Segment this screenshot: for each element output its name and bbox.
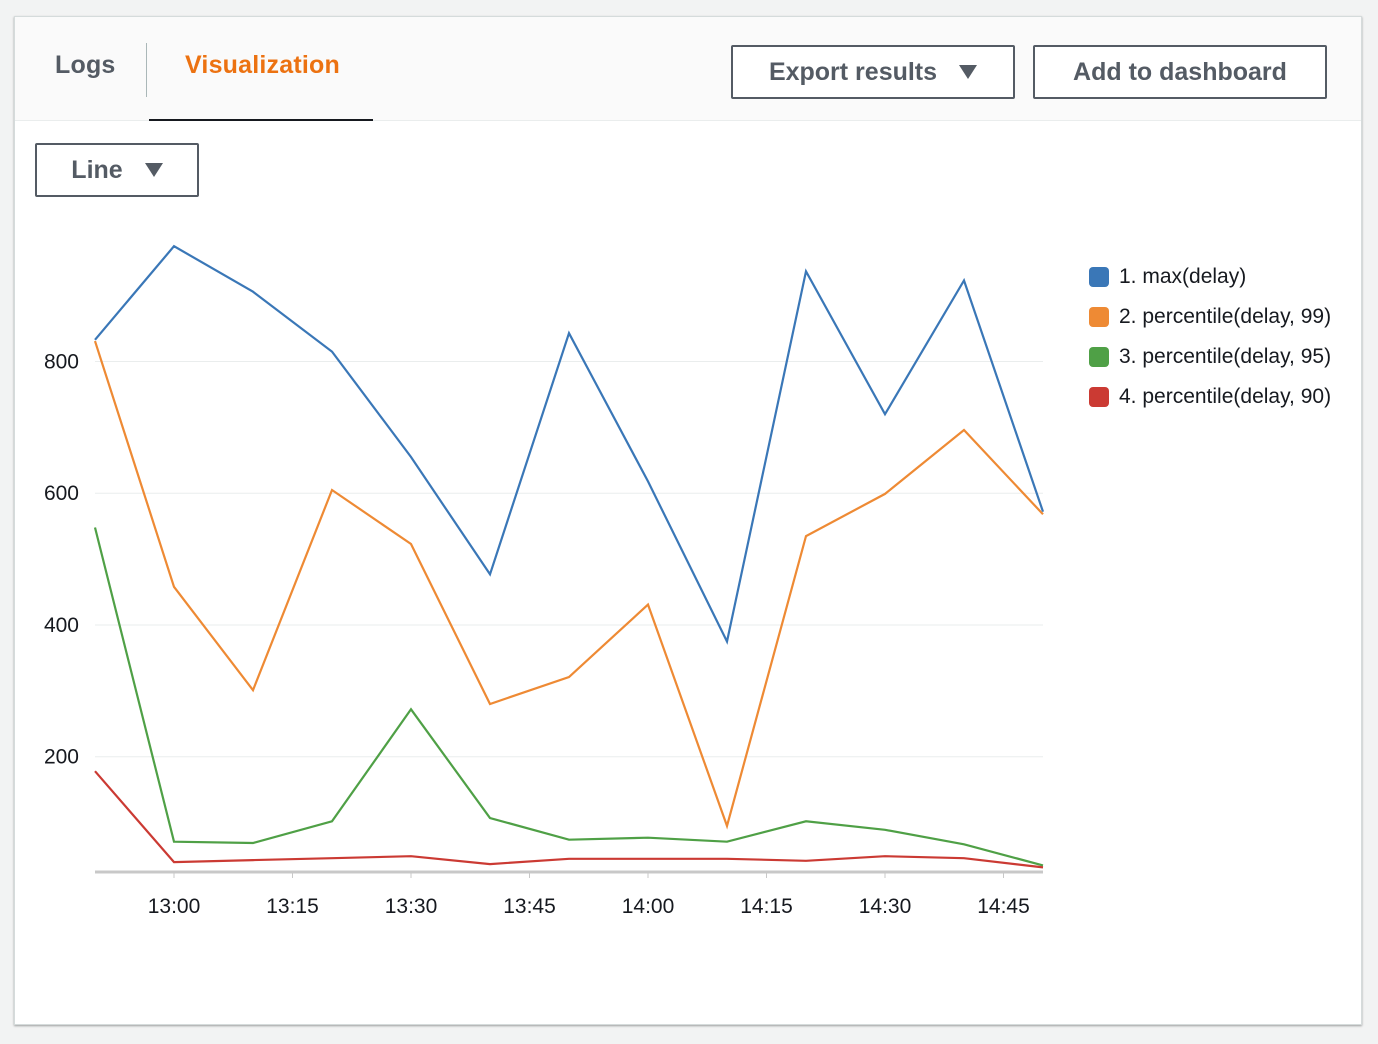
series-line-2 <box>93 340 1044 830</box>
legend-swatch <box>1089 347 1109 367</box>
x-tick-label: 13:30 <box>385 895 438 918</box>
legend-item[interactable]: 4. percentile(delay, 90) <box>1089 377 1331 417</box>
caret-down-icon <box>959 65 978 79</box>
y-tick-label: 600 <box>44 482 79 505</box>
tab-visualization[interactable]: Visualization <box>185 51 340 79</box>
export-results-label: Export results <box>768 57 938 86</box>
y-tick-label: 400 <box>44 614 79 637</box>
legend-swatch <box>1089 267 1109 287</box>
legend-item[interactable]: 2. percentile(delay, 99) <box>1089 297 1331 337</box>
y-tick-label: 800 <box>44 351 79 374</box>
caret-down-icon <box>144 163 163 177</box>
x-tick-label: 14:15 <box>740 895 793 918</box>
legend-label: 1. max(delay) <box>1119 265 1247 288</box>
legend-label: 2. percentile(delay, 99) <box>1119 305 1332 328</box>
chart-axes: 200 400 600 800 13:00 13:15 13:30 13:45 14:00 14:… <box>44 351 1043 918</box>
series-line-3 <box>93 527 1044 867</box>
chart-series <box>93 244 1045 869</box>
y-tick-label: 200 <box>44 746 79 769</box>
x-tick-label: 14:00 <box>622 895 675 918</box>
series-line-1 <box>94 244 1045 645</box>
legend-label: 4. percentile(delay, 90) <box>1119 385 1332 408</box>
x-tick-label: 13:45 <box>503 895 556 918</box>
x-tick-label: 14:45 <box>977 895 1030 918</box>
add-to-dashboard-button[interactable]: Add to dashboard <box>1033 45 1327 99</box>
legend-swatch <box>1089 307 1109 327</box>
legend-item[interactable]: 1. max(delay) <box>1089 257 1331 297</box>
chart-type-label: Line <box>71 155 123 184</box>
x-tick-label: 13:00 <box>148 895 201 918</box>
legend-swatch <box>1089 387 1109 407</box>
series-line-4 <box>94 770 1044 869</box>
x-tick-label: 13:15 <box>266 895 319 918</box>
chart-legend: 1. max(delay) 2. percentile(delay, 99) 3. … <box>1089 257 1331 417</box>
export-results-button[interactable]: Export results <box>731 45 1015 99</box>
line-chart: 200 400 600 800 13:00 13:15 13:30 13:45 14:00 14:… <box>44 244 1045 918</box>
tab-logs[interactable]: Logs <box>55 51 116 79</box>
visualization-panel: Logs Visualization Export results Add to… <box>14 16 1362 1025</box>
legend-label: 3. percentile(delay, 95) <box>1119 345 1332 368</box>
panel-header: Logs Visualization Export results Add to… <box>15 17 1361 121</box>
active-tab-indicator <box>149 119 373 121</box>
chart-type-select[interactable]: Line <box>35 143 199 197</box>
legend-item[interactable]: 3. percentile(delay, 95) <box>1089 337 1331 377</box>
chart-grid <box>95 361 1043 758</box>
x-tick-label: 14:30 <box>859 895 912 918</box>
tab-divider <box>146 43 147 97</box>
add-to-dashboard-label: Add to dashboard <box>1073 57 1287 86</box>
